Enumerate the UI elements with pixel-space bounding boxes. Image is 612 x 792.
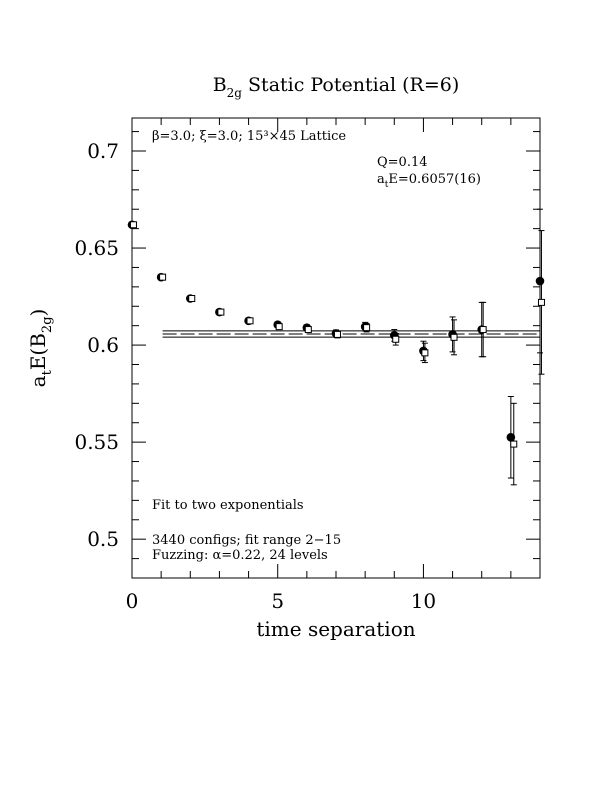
x-tick-label: 0 [126, 589, 139, 613]
y-tick-label: 0.6 [87, 333, 119, 357]
data-point-square [304, 326, 312, 334]
data-point-square [392, 335, 400, 343]
y-axis-label: atE(B2g) [26, 309, 55, 388]
q-annotation: Q=0.14 [377, 155, 428, 170]
data-point-square [450, 333, 458, 341]
data-point-square [246, 317, 254, 325]
y-tick-label: 0.7 [87, 139, 119, 163]
data-point-square [537, 298, 545, 306]
data-points [127, 208, 545, 486]
fuzzing-annotation: Fuzzing: α=0.22, 24 levels [152, 548, 328, 563]
y-tick-label: 0.5 [87, 527, 119, 551]
configs-annotation: 3440 configs; fit range 2−15 [152, 533, 341, 548]
chart-title: B2g Static Potential (R=6) [213, 74, 460, 100]
data-point-square [510, 440, 518, 448]
x-tick-label: 10 [411, 589, 436, 613]
energy-annotation: atE=0.6057(16) [377, 172, 481, 190]
y-tick-label: 0.55 [74, 430, 119, 454]
data-point-square [333, 330, 341, 338]
axis-ticks [131, 118, 541, 579]
fit-method-annotation: Fit to two exponentials [152, 498, 304, 513]
data-point-square [188, 295, 196, 303]
data-point-square [275, 323, 283, 331]
data-point-square [217, 308, 225, 316]
tick-labels: 0 5 10 0.5 0.55 0.6 0.65 0.7 [74, 139, 436, 613]
data-point-square [479, 326, 487, 334]
data-point-square [363, 324, 371, 332]
fit-band [162, 330, 540, 338]
lattice-annotation: β=3.0; ξ=3.0; 15³×45 Lattice [152, 129, 346, 144]
data-point-circle [535, 276, 545, 286]
x-axis-label: time separation [256, 617, 415, 641]
data-point-square [129, 221, 137, 229]
y-tick-label: 0.65 [74, 236, 119, 260]
data-point-square [159, 273, 167, 281]
data-point-square [421, 349, 429, 357]
x-tick-label: 5 [271, 589, 284, 613]
data-point-circle [506, 432, 516, 442]
